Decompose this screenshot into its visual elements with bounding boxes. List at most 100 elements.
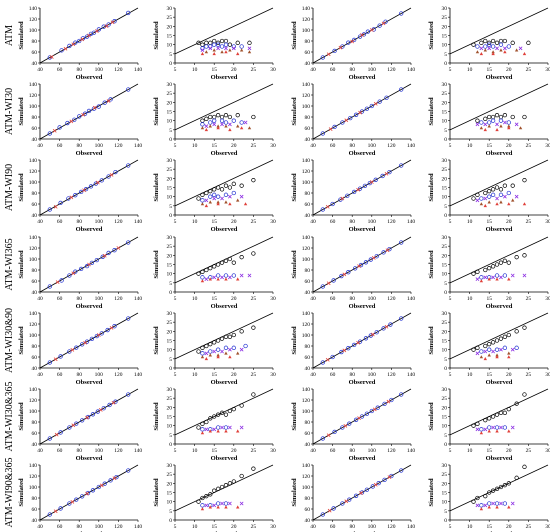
data-point [223, 345, 229, 350]
x-axis-title: Observed [76, 379, 103, 386]
panel-r0-c0: 40 60 80 100 120 140 40 60 80 100 120 140 Observed Si… [18, 6, 142, 81]
data-point [498, 484, 504, 490]
one-to-one-line [174, 159, 274, 207]
x-tick-label: 5 [174, 372, 177, 378]
y-axis-title: Simulated [428, 21, 435, 50]
data-point [251, 178, 256, 183]
data-point [479, 52, 484, 56]
data-point [208, 492, 213, 497]
y-tick-label: 0 [444, 290, 447, 296]
x-axis-title: Observed [486, 379, 513, 386]
y-tick-label: 25 [442, 396, 448, 402]
y-tick-label: 0 [444, 442, 447, 448]
y-tick-label: 0 [169, 366, 172, 372]
data-point [239, 501, 244, 506]
one-to-one-line [449, 159, 549, 207]
x-tick-label: 120 [114, 67, 123, 73]
x-tick-label: 40 [37, 143, 43, 149]
data-point [479, 355, 484, 359]
x-tick-label: 10 [467, 448, 473, 454]
y-tick-label: 60 [305, 202, 311, 208]
data-point [359, 491, 363, 495]
x-tick-label: 100 [95, 524, 104, 530]
y-tick-label: 25 [167, 167, 173, 173]
data-point [239, 120, 244, 125]
data-point [204, 343, 209, 349]
y-axis-title: Simulated [18, 21, 25, 50]
y-tick-label: 5 [169, 204, 172, 210]
data-point [387, 246, 392, 252]
data-point [487, 114, 492, 120]
data-point [479, 279, 484, 283]
data-point [507, 351, 511, 355]
x-tick-label: 100 [368, 143, 377, 149]
data-point [514, 475, 519, 480]
data-point [487, 353, 491, 357]
data-point [399, 11, 404, 16]
x-tick-label: 25 [526, 372, 532, 378]
data-point [325, 204, 330, 209]
x-tick-label: 100 [368, 448, 377, 454]
data-point [224, 200, 228, 204]
y-tick-label: 80 [32, 39, 38, 45]
y-tick-label: 15 [442, 415, 448, 421]
data-point [204, 40, 209, 45]
data-point [487, 194, 492, 199]
data-point [223, 425, 229, 430]
data-point [219, 336, 225, 341]
data-point [215, 425, 221, 430]
data-point [227, 501, 232, 506]
data-point [510, 425, 515, 430]
data-point [90, 412, 96, 417]
x-tick-label: 40 [310, 372, 316, 378]
data-point [475, 269, 480, 274]
data-point [495, 505, 499, 509]
data-point [514, 48, 519, 52]
data-point [522, 325, 527, 330]
data-point [340, 501, 345, 506]
data-point [200, 118, 205, 123]
data-point [109, 172, 114, 177]
y-tick-label: 20 [167, 481, 173, 487]
y-tick-label: 100 [29, 333, 38, 339]
y-tick-label: 60 [32, 431, 38, 437]
data-point [348, 115, 353, 121]
data-point [494, 412, 500, 417]
data-point [487, 490, 492, 495]
y-tick-label: 60 [32, 507, 38, 513]
panel-r1-c0: 40 60 80 100 120 140 40 60 80 100 120 140 Observed Si… [18, 82, 142, 157]
data-point [502, 273, 508, 278]
x-tick-label: 140 [407, 143, 416, 149]
data-point [499, 48, 503, 52]
data-point [372, 407, 377, 412]
y-axis-title: Simulated [153, 478, 160, 507]
y-axis-title: Simulated [18, 326, 25, 355]
x-tick-label: 30 [270, 372, 276, 378]
data-point [247, 126, 252, 130]
data-point [126, 468, 131, 473]
data-point [239, 403, 244, 408]
data-point [236, 52, 240, 56]
y-tick-label: 20 [442, 481, 448, 487]
data-point [507, 277, 511, 281]
data-point [332, 48, 337, 54]
data-point [243, 343, 248, 349]
data-point [106, 22, 111, 27]
x-axis-title: Observed [211, 303, 238, 310]
y-axis-title: Simulated [291, 97, 298, 126]
y-tick-label: 5 [169, 128, 172, 134]
y-tick-label: 10 [167, 43, 173, 49]
data-point [99, 178, 104, 183]
x-tick-label: 25 [251, 296, 257, 302]
data-point [373, 177, 378, 182]
x-tick-label: 25 [526, 448, 532, 454]
x-tick-label: 120 [114, 448, 123, 454]
panel-r6-c2: 406080100120140406080100120140ObservedSi… [291, 463, 415, 532]
data-point [220, 349, 224, 354]
y-tick-label: 120 [302, 246, 311, 252]
data-point [320, 360, 325, 365]
x-tick-label: 60 [330, 296, 336, 302]
x-tick-label: 80 [349, 296, 355, 302]
